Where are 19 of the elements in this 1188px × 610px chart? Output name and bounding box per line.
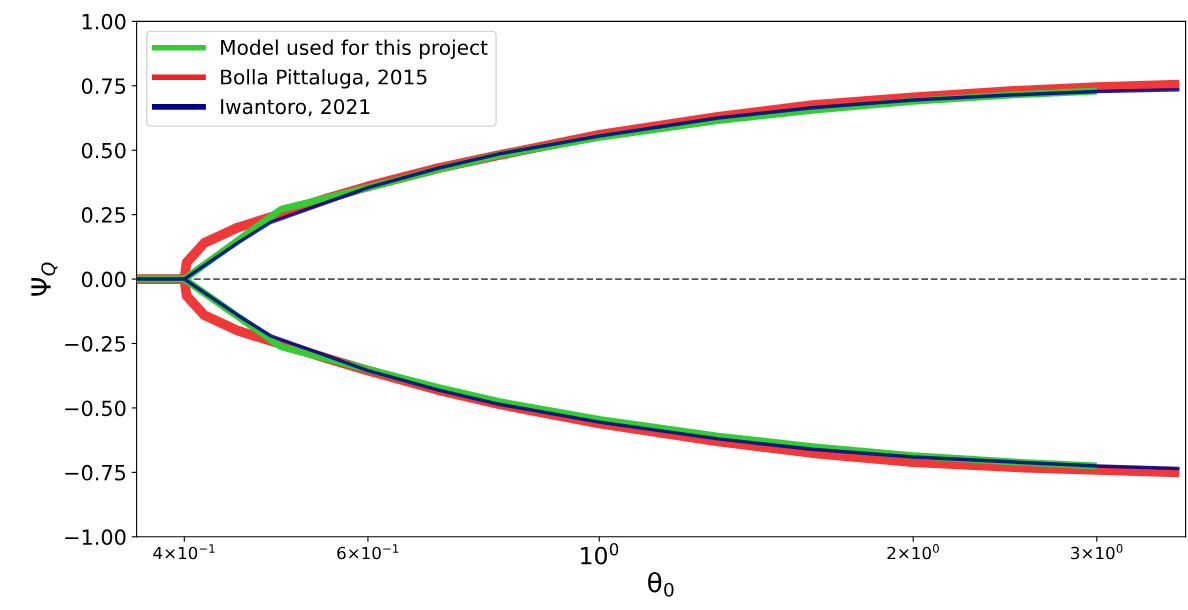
x-tick-label: 10$^{0}$ <box>581 542 619 565</box>
legend-label: Model used for this project <box>221 39 488 59</box>
x-tick-label: 4×10$^{−1}$ <box>153 544 215 560</box>
y-tick-label: 0.00 <box>81 271 126 288</box>
y-tick-label: 0.50 <box>81 142 126 159</box>
y-tick-label: 1.00 <box>82 13 126 30</box>
x-tick-label: 2×10$^{0}$ <box>887 544 939 560</box>
y-tick-label: −1.00 <box>65 529 126 546</box>
x-axis-title: θ$_{0}$ <box>648 571 674 597</box>
y-tick-label: −0.50 <box>65 400 126 417</box>
y-tick-label: −0.25 <box>65 335 126 352</box>
y-tick-label: −0.75 <box>65 464 126 481</box>
y-tick-label: 0.75 <box>81 78 126 94</box>
y-axis-title: Ψ$_{Q}$ <box>31 262 58 296</box>
y-tick-label: 0.25 <box>81 207 126 223</box>
legend-label: Iwantoro, 2021 <box>221 98 370 117</box>
x-tick-label: 6×10$^{−1}$ <box>337 544 399 560</box>
legend-label: Bolla Pittaluga, 2015 <box>221 69 427 89</box>
x-tick-label: 3×10$^{0}$ <box>1071 544 1123 560</box>
